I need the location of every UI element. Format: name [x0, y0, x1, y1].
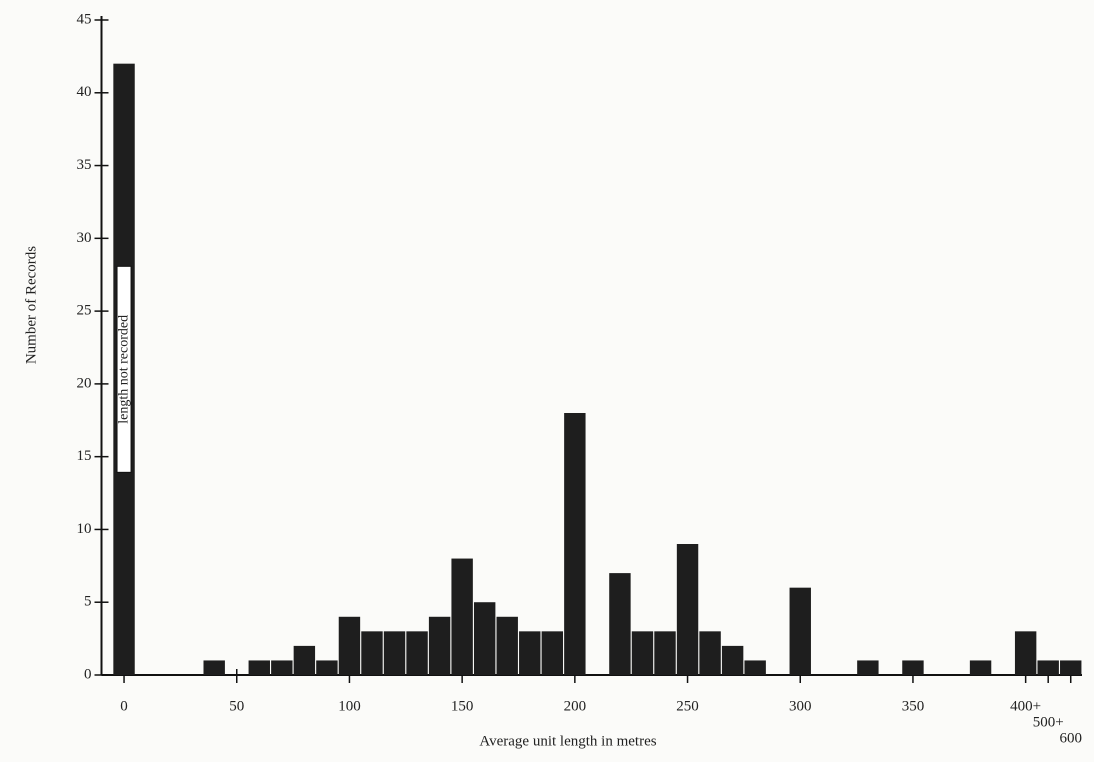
annotation: length not recorded — [116, 315, 131, 424]
bar — [789, 587, 811, 675]
y-tick-label: 0 — [84, 666, 92, 682]
bar — [338, 616, 361, 675]
bar — [406, 631, 428, 675]
bar — [293, 645, 316, 675]
bar — [451, 558, 473, 675]
x-tick-label: 150 — [451, 698, 474, 714]
bar — [676, 544, 699, 675]
y-tick-label: 20 — [77, 375, 92, 391]
bar — [428, 616, 451, 675]
bar — [316, 660, 338, 675]
bar — [271, 660, 293, 675]
y-tick-label: 5 — [84, 594, 92, 610]
bar — [1037, 660, 1059, 675]
bar — [473, 602, 496, 675]
bar — [744, 660, 766, 675]
x-tick-label: 100 — [338, 698, 361, 714]
bar — [654, 631, 676, 675]
bar — [519, 631, 541, 675]
y-tick-label: 45 — [77, 11, 92, 27]
y-tick-label: 10 — [77, 521, 92, 537]
bar — [631, 631, 654, 675]
bar — [902, 660, 924, 675]
x-tick-label: 300 — [789, 698, 812, 714]
x-tick-label: 350 — [902, 698, 925, 714]
x-tick-label: 600 — [1059, 730, 1082, 746]
bar — [383, 631, 406, 675]
x-tick-label: 500+ — [1033, 714, 1064, 730]
bar — [541, 631, 564, 675]
x-tick-label: 400+ — [1010, 698, 1041, 714]
bar — [496, 616, 518, 675]
x-tick-label: 50 — [229, 698, 244, 714]
bar — [699, 631, 721, 675]
bar — [609, 573, 631, 675]
bar — [969, 660, 992, 675]
x-tick-label: 200 — [564, 698, 587, 714]
y-tick-label: 30 — [77, 230, 92, 246]
y-tick-label: 35 — [77, 157, 92, 173]
bar — [857, 660, 879, 675]
x-tick-label: 250 — [676, 698, 699, 714]
x-axis-label: Average unit length in metres — [479, 733, 656, 749]
y-tick-label: 15 — [77, 448, 92, 464]
bar — [203, 660, 225, 675]
y-axis-label: Number of Records — [23, 246, 39, 364]
annotation-box — [116, 265, 132, 473]
x-tick-label: 0 — [120, 698, 128, 714]
bar — [564, 413, 586, 675]
bar — [1014, 631, 1037, 675]
y-tick-label: 25 — [77, 303, 92, 319]
bar — [721, 645, 744, 675]
bar — [248, 660, 270, 675]
bar — [361, 631, 383, 675]
y-tick-label: 40 — [77, 84, 92, 100]
bar — [1060, 660, 1082, 675]
